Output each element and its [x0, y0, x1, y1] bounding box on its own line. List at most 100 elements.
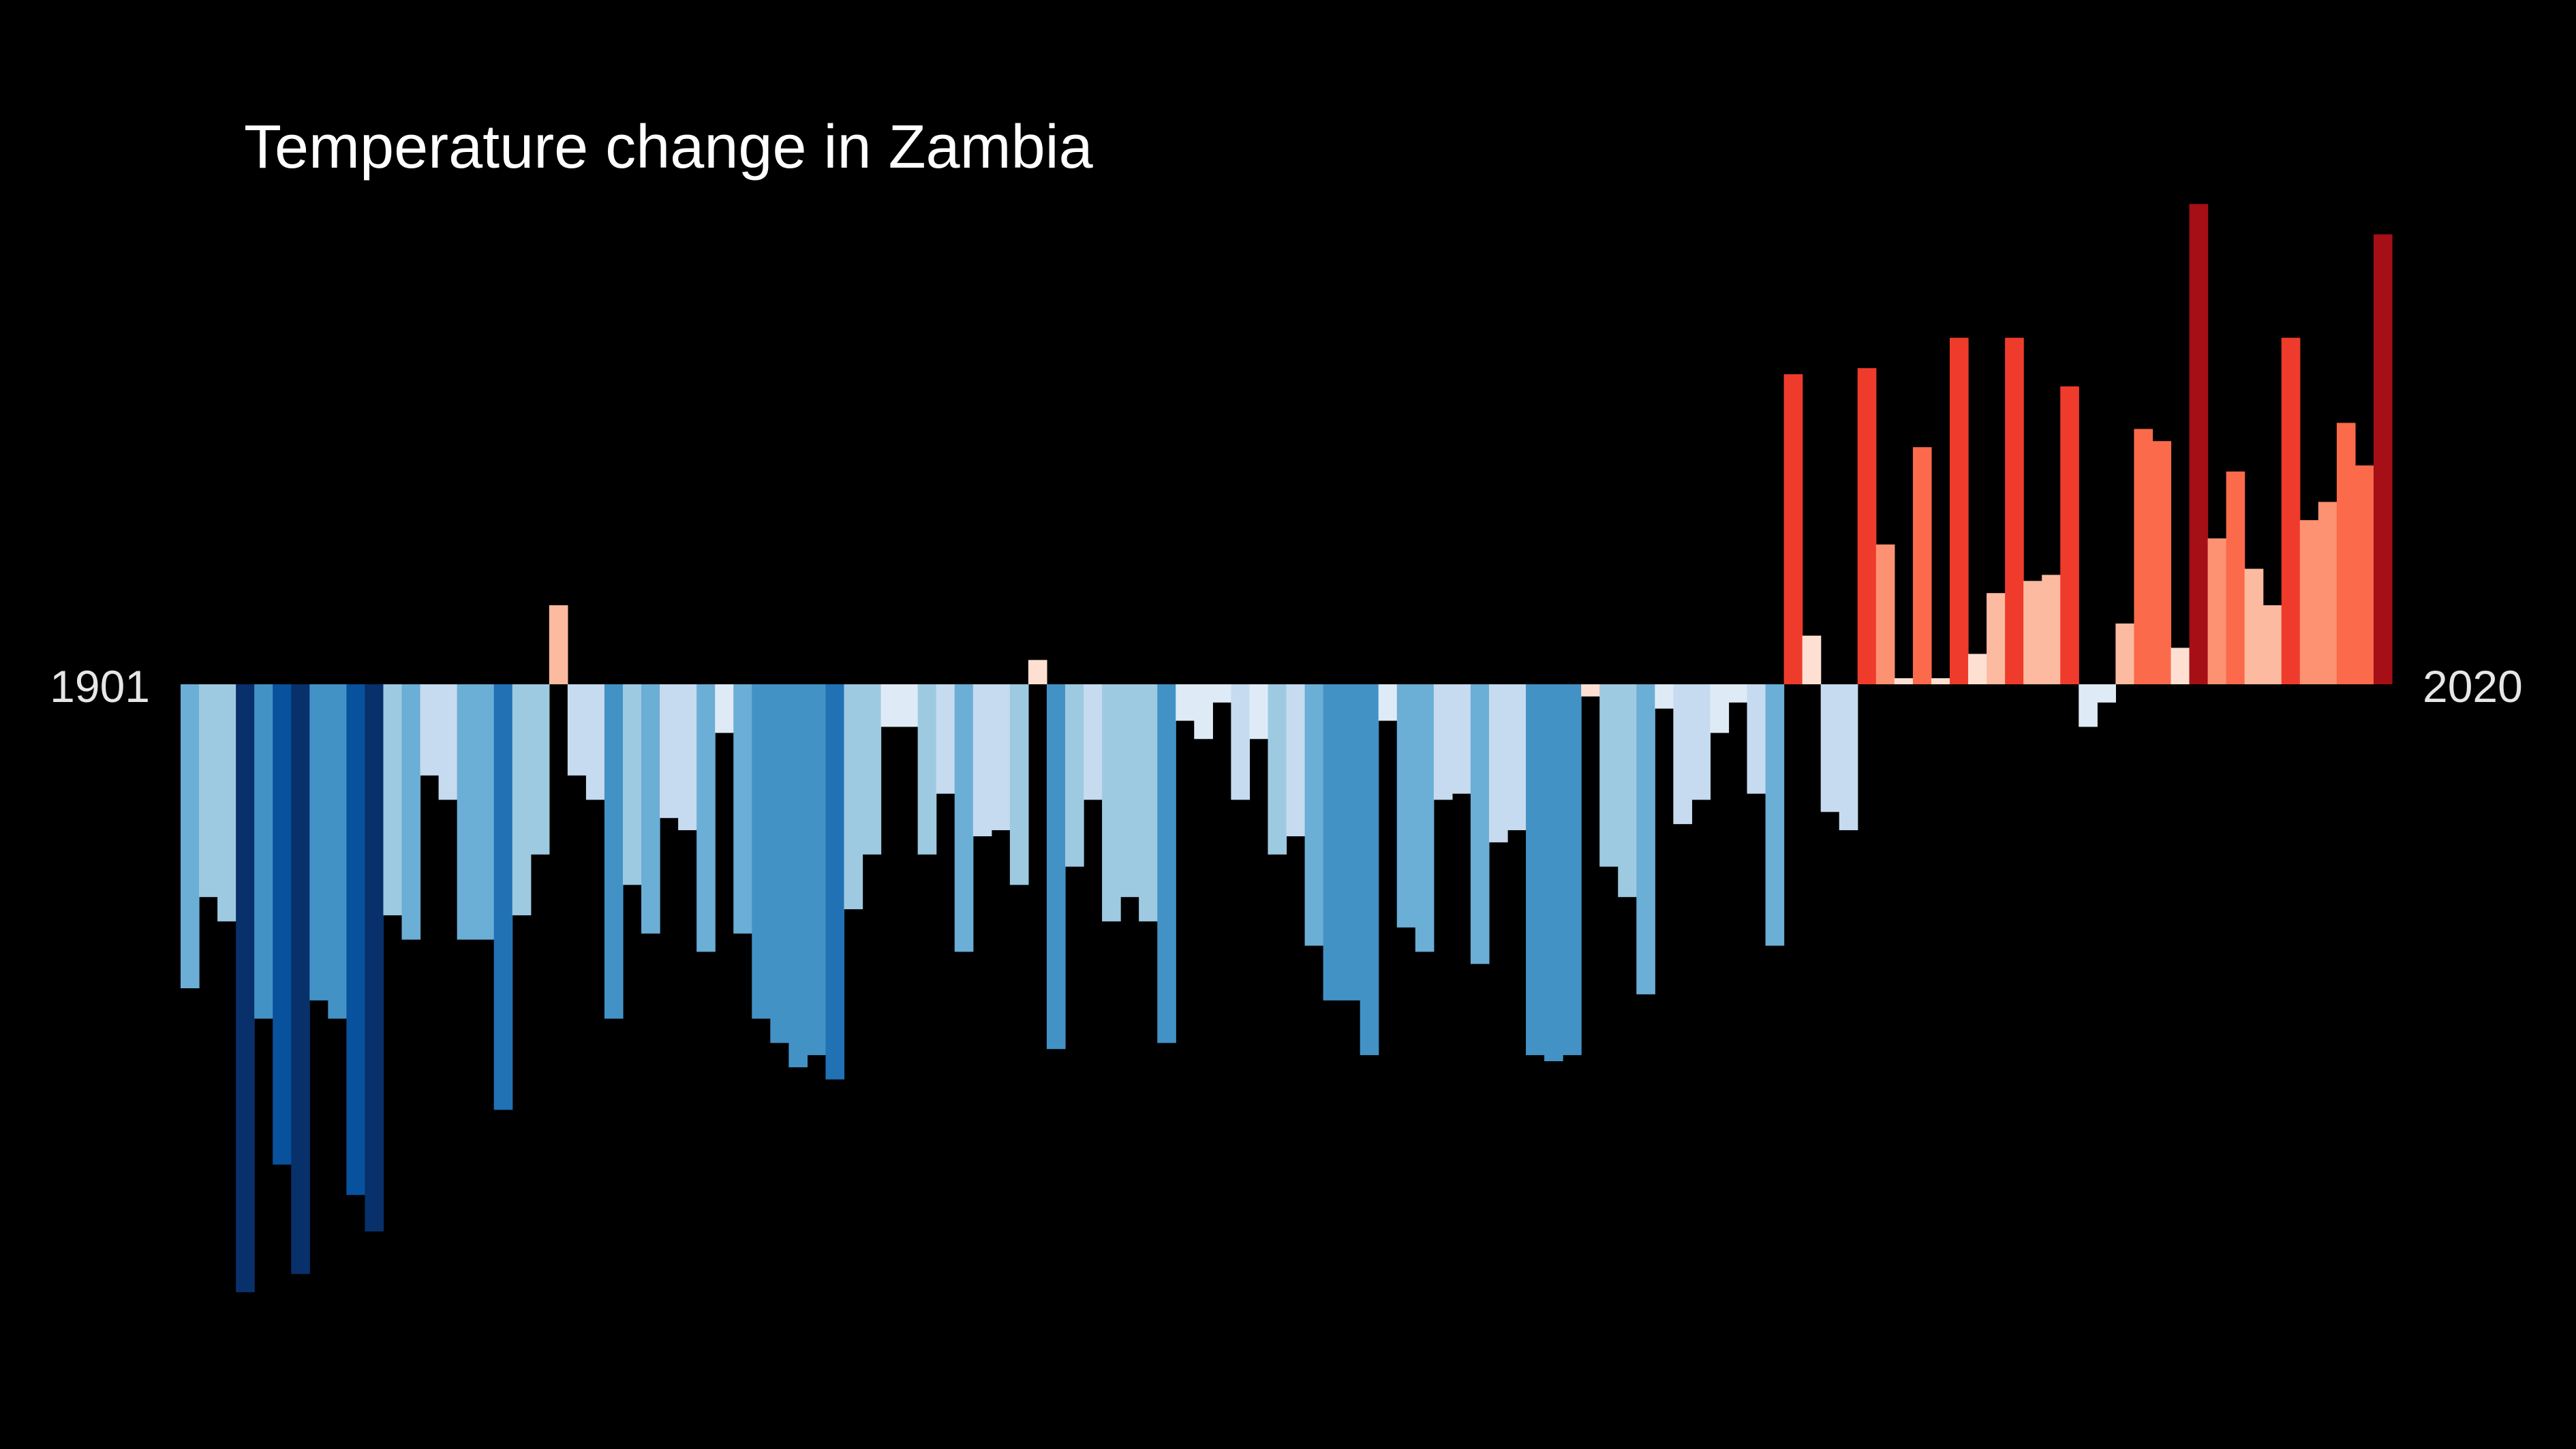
bar-2015	[2281, 337, 2301, 684]
bar-1985	[1728, 684, 1748, 703]
bar-1907	[291, 684, 310, 1275]
bar-1901	[181, 684, 200, 988]
bar-1904	[236, 684, 255, 1292]
bar-1927	[660, 684, 679, 819]
bar-2017	[2318, 502, 2337, 684]
bar-1989	[1802, 635, 1822, 684]
bar-1910	[346, 684, 366, 1195]
bar-2019	[2355, 465, 2374, 684]
bar-1913	[401, 684, 421, 940]
bar-1912	[383, 684, 403, 915]
bar-1986	[1747, 684, 1766, 794]
bar-2020	[2373, 234, 2393, 684]
bar-1976	[1563, 684, 1582, 1056]
bar-1974	[1526, 684, 1545, 1056]
end-year-label: 2020	[2423, 661, 2523, 712]
bar-1964	[1341, 684, 1361, 1001]
bar-1990	[1820, 684, 1840, 812]
bar-1971	[1470, 684, 1490, 964]
bar-1934	[788, 684, 808, 1067]
bar-1925	[623, 684, 642, 885]
bar-1973	[1507, 684, 1527, 831]
bar-1944	[972, 684, 992, 836]
bar-2016	[2299, 520, 2319, 684]
bar-1920	[530, 684, 550, 855]
bar-2012	[2226, 471, 2245, 684]
bar-1957	[1212, 684, 1231, 703]
bar-1993	[1875, 544, 1895, 684]
bar-1952	[1120, 684, 1139, 898]
bar-1930	[715, 684, 734, 733]
bar-1915	[438, 684, 458, 800]
bar-2003	[2060, 386, 2079, 684]
bar-1963	[1323, 684, 1343, 1001]
bar-1923	[585, 684, 605, 800]
bar-2013	[2244, 568, 2264, 684]
bar-1980	[1636, 684, 1655, 994]
bar-2001	[2023, 581, 2042, 684]
bar-1929	[696, 684, 716, 952]
bar-1936	[825, 684, 845, 1080]
bar-1998	[1968, 654, 1987, 684]
bar-1988	[1783, 374, 1803, 684]
bar-1931	[733, 684, 752, 934]
bar-2000	[2005, 337, 2024, 684]
bar-1981	[1655, 684, 1674, 709]
bar-2009	[2171, 647, 2190, 684]
bar-1928	[678, 684, 697, 831]
bar-1996	[1931, 678, 1950, 684]
bar-1960	[1268, 684, 1287, 855]
bar-1909	[328, 684, 347, 1019]
bar-2011	[2207, 538, 2227, 684]
bar-1921	[549, 605, 568, 684]
bar-1951	[1102, 684, 1121, 921]
bar-1972	[1488, 684, 1508, 842]
bar-series	[181, 204, 2393, 1292]
bar-1984	[1710, 684, 1730, 733]
bar-2008	[2152, 441, 2172, 684]
bar-1979	[1618, 684, 1637, 898]
bar-1917	[475, 684, 495, 940]
bar-1970	[1452, 684, 1471, 794]
bar-1955	[1176, 684, 1195, 721]
bar-1978	[1599, 684, 1619, 867]
bar-1987	[1765, 684, 1785, 946]
bar-1983	[1691, 684, 1711, 800]
bar-1967	[1396, 684, 1416, 928]
bar-1938	[862, 684, 882, 855]
bar-1949	[1065, 684, 1084, 867]
bar-1961	[1286, 684, 1306, 836]
bar-1914	[420, 684, 440, 776]
bar-1991	[1839, 684, 1858, 831]
bar-1966	[1378, 684, 1398, 721]
bar-1922	[567, 684, 587, 776]
bar-1902	[199, 684, 218, 898]
bar-1958	[1231, 684, 1251, 800]
bar-1999	[1987, 593, 2006, 684]
bar-1935	[807, 684, 827, 1056]
bar-1956	[1194, 684, 1213, 739]
bar-2007	[2134, 429, 2153, 684]
bar-1982	[1673, 684, 1693, 825]
bar-1965	[1360, 684, 1379, 1056]
bar-1905	[254, 684, 273, 1019]
chart-title: Temperature change in Zambia	[244, 113, 1094, 181]
bar-1906	[273, 684, 292, 1165]
bar-2002	[2042, 575, 2061, 684]
bar-1942	[936, 684, 955, 794]
bar-1939	[880, 684, 900, 727]
bar-1992	[1857, 368, 1877, 684]
bar-2014	[2263, 605, 2282, 684]
bar-1953	[1139, 684, 1158, 921]
bar-1916	[457, 684, 476, 940]
bar-1994	[1894, 678, 1914, 684]
bar-1968	[1415, 684, 1435, 952]
bar-1977	[1581, 684, 1600, 697]
bar-1947	[1028, 660, 1047, 684]
start-year-label: 1901	[50, 661, 150, 712]
bar-1959	[1249, 684, 1269, 739]
bar-1962	[1304, 684, 1324, 946]
bar-1926	[641, 684, 660, 934]
bar-1943	[954, 684, 974, 952]
